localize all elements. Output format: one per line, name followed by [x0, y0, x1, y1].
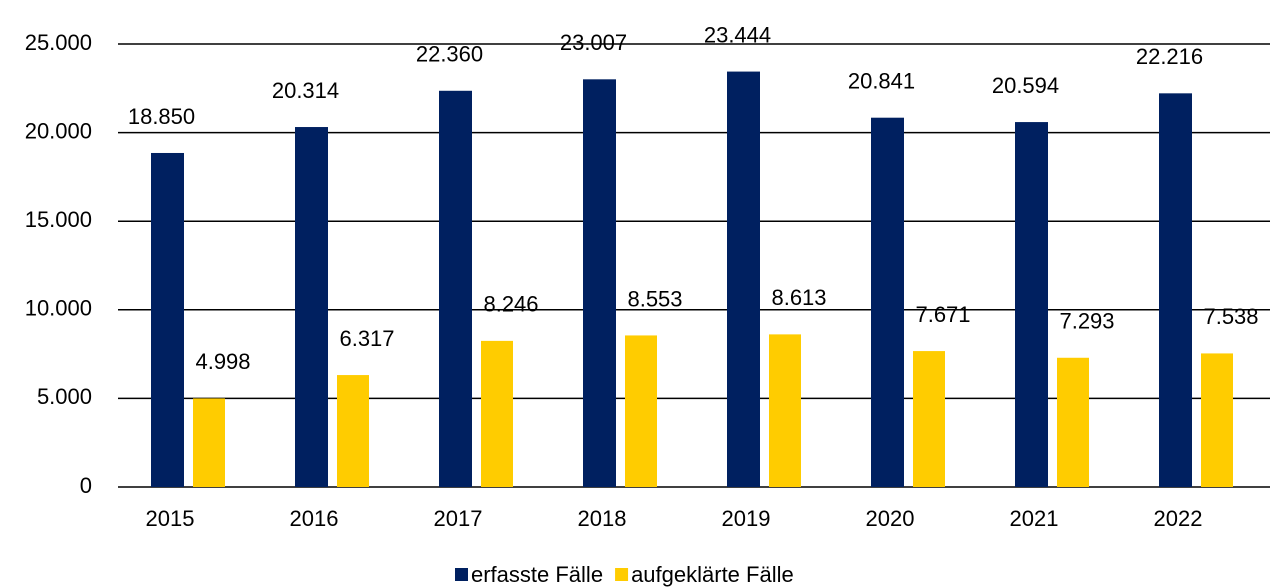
value-label: 22.216: [1136, 44, 1203, 69]
value-label: 20.314: [272, 78, 339, 103]
bar: [727, 71, 760, 487]
y-tick-label: 10.000: [25, 296, 92, 321]
value-label: 6.317: [339, 326, 394, 351]
bar: [769, 334, 801, 487]
legend-label: erfasste Fälle: [471, 562, 603, 587]
bar: [193, 398, 225, 487]
bar: [583, 79, 616, 487]
y-tick-label: 15.000: [25, 207, 92, 232]
x-tick-label: 2017: [434, 506, 483, 531]
y-tick-label: 20.000: [25, 118, 92, 143]
y-tick-label: 25.000: [25, 30, 92, 55]
legend-swatch: [455, 568, 468, 581]
bar: [1201, 353, 1233, 487]
x-tick-label: 2022: [1154, 506, 1203, 531]
bar: [337, 375, 369, 487]
x-tick-label: 2020: [866, 506, 915, 531]
bar: [151, 152, 184, 487]
y-tick-label: 0: [80, 473, 92, 498]
x-tick-label: 2019: [722, 506, 771, 531]
bar: [481, 340, 513, 487]
value-label: 7.293: [1059, 309, 1114, 334]
value-label: 8.613: [771, 285, 826, 310]
bar: [1057, 357, 1089, 487]
bar: [295, 127, 328, 487]
value-label: 8.246: [483, 292, 538, 317]
bar: [913, 351, 945, 487]
value-label: 4.998: [195, 349, 250, 374]
x-tick-label: 2018: [578, 506, 627, 531]
value-label: 7.671: [915, 302, 970, 327]
bar: [625, 335, 657, 487]
legend-label: aufgeklärte Fälle: [631, 562, 794, 587]
value-label: 7.538: [1203, 304, 1258, 329]
x-tick-label: 2015: [146, 506, 195, 531]
y-tick-label: 5.000: [37, 384, 92, 409]
value-label: 23.007: [560, 30, 627, 55]
value-label: 18.850: [128, 104, 195, 129]
legend-swatch: [615, 568, 629, 581]
bar: [439, 90, 472, 488]
value-label: 20.594: [992, 73, 1059, 98]
bar: [1159, 93, 1192, 487]
x-tick-label: 2021: [1010, 506, 1059, 531]
value-label: 8.553: [627, 286, 682, 311]
value-label: 20.841: [848, 69, 915, 94]
bar: [1015, 122, 1048, 488]
x-tick-label: 2016: [290, 506, 339, 531]
value-label: 22.360: [416, 42, 483, 67]
value-label: 23.444: [704, 22, 771, 47]
bar: [871, 117, 904, 487]
